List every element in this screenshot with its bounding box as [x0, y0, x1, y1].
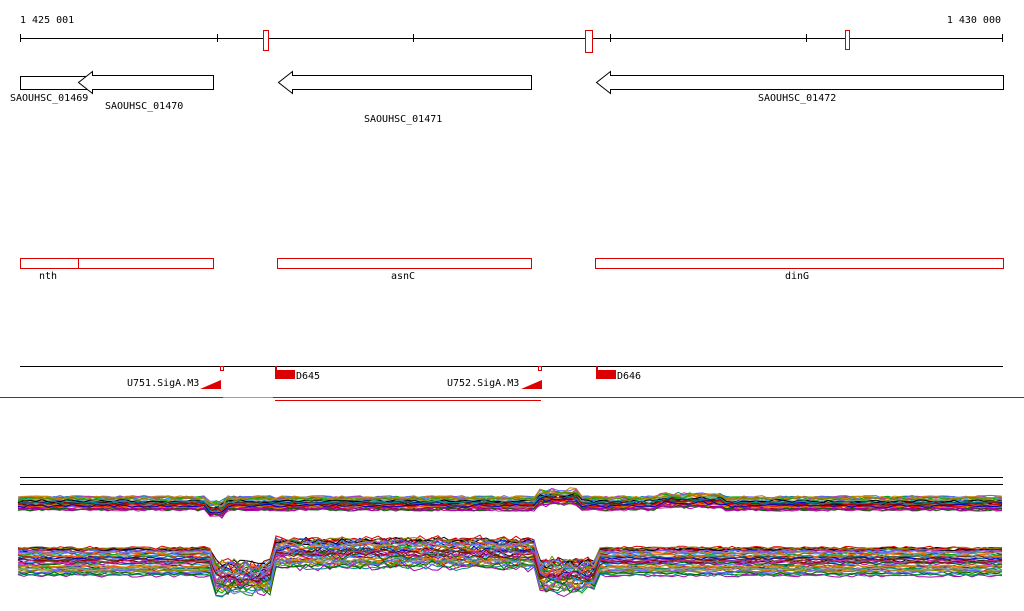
operon-label: asnC	[391, 271, 415, 282]
expression-trace	[17, 494, 1003, 512]
gene-arrow-saouhsc-01471[interactable]	[277, 70, 532, 95]
operon-box-ding[interactable]	[595, 258, 1004, 269]
terminator-label: D646	[617, 371, 641, 382]
expression-trace	[17, 542, 1003, 578]
expression-trace	[17, 548, 1003, 587]
expression-trace	[17, 539, 1003, 576]
expression-trace	[17, 549, 1003, 584]
gene-label: SAOUHSC_01470	[105, 101, 183, 112]
gene-arrow-saouhsc-01470[interactable]	[77, 70, 214, 95]
ruler-gap-marker[interactable]	[585, 30, 593, 53]
promoter-label: U751.SigA.M3	[127, 378, 199, 389]
expression-trace	[17, 491, 1003, 507]
promoter-u751[interactable]: U751.SigA.M3	[127, 366, 224, 390]
expression-trace	[17, 543, 1003, 579]
gene-track: SAOUHSC_01469 SAOUHSC_01470 SAOUHSC_0147…	[10, 70, 1004, 125]
expression-trace	[17, 560, 1003, 596]
operon-box[interactable]	[78, 258, 214, 269]
expression-panel-top	[17, 477, 1003, 519]
expression-trace	[17, 537, 1003, 571]
expression-trace	[17, 497, 1003, 514]
gene-label: SAOUHSC_01471	[364, 114, 442, 125]
operon-box-nth[interactable]	[20, 258, 79, 269]
expression-panel-bottom	[17, 534, 1003, 598]
ruler-gap-marker[interactable]	[845, 30, 850, 50]
expression-trace	[17, 558, 1003, 593]
operon-track: nth asnC dinG	[20, 258, 1004, 282]
expression-trace	[17, 500, 1003, 516]
terminator-label: D645	[296, 371, 320, 382]
gene-arrow-saouhsc-01472[interactable]	[595, 70, 1004, 95]
expression-trace	[17, 497, 1003, 512]
expression-trace	[17, 562, 1003, 598]
expression-trace	[17, 551, 1003, 587]
gene-label: SAOUHSC_01469	[10, 93, 88, 104]
expression-trace	[17, 494, 1003, 512]
expression-trace	[17, 554, 1003, 589]
operon-box-asnc[interactable]	[277, 258, 532, 269]
promoter-u752[interactable]: U752.SigA.M3	[447, 366, 542, 390]
expression-trace	[17, 501, 1003, 519]
coordinate-ruler: 1 425 001 1 430 000	[20, 15, 1003, 53]
expression-profiles-bottom	[17, 534, 1003, 598]
operon-label: nth	[39, 271, 57, 282]
regulatory-track: U751.SigA.M3 D645 U752.SigA.M3 D646	[0, 366, 1024, 401]
gene-label: SAOUHSC_01472	[758, 93, 836, 104]
operon-label: dinG	[785, 271, 809, 282]
promoter-label: U752.SigA.M3	[447, 378, 519, 389]
expression-profiles-top	[17, 487, 1003, 519]
expression-trace	[17, 537, 1003, 572]
terminator-d646[interactable]: D646	[596, 366, 641, 382]
ruler-start-label: 1 425 001	[20, 15, 74, 26]
expression-trace	[17, 558, 1003, 595]
expression-trace	[17, 550, 1003, 587]
expression-trace	[17, 557, 1002, 594]
ruler-gap-marker[interactable]	[263, 30, 269, 51]
terminator-d645[interactable]: D645	[275, 366, 320, 382]
ruler-end-label: 1 430 000	[947, 15, 1001, 26]
